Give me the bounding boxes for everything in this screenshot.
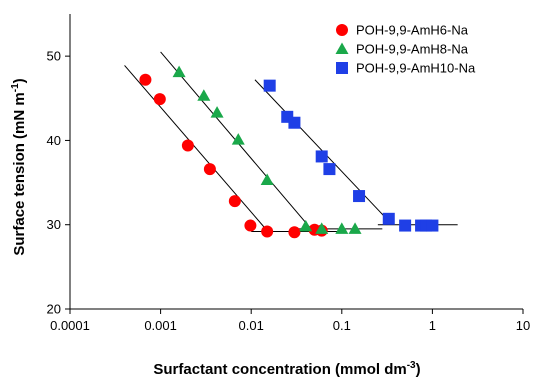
y-tick-label: 20: [47, 302, 61, 317]
data-point-square: [353, 190, 366, 203]
x-tick-label: 0.0001: [50, 318, 90, 333]
data-point-circle: [139, 73, 152, 86]
data-point-triangle: [197, 89, 211, 101]
fit-line: [124, 65, 268, 231]
data-point-square: [263, 79, 276, 92]
x-tick-label: 10: [516, 318, 530, 333]
data-point-square: [426, 219, 439, 232]
data-point-triangle: [335, 222, 349, 234]
y-axis-title: Surface tension (mN m-1): [10, 78, 28, 255]
legend-marker-square: [336, 62, 348, 74]
legend-label: POH-9,9-AmH6-Na: [356, 23, 469, 38]
y-tick-label: 40: [47, 133, 61, 148]
x-tick-label: 0.1: [333, 318, 351, 333]
x-tick-label: 1: [429, 318, 436, 333]
data-point-square: [382, 212, 395, 225]
data-point-triangle: [260, 173, 274, 186]
data-point-circle: [244, 219, 257, 232]
data-point-circle: [228, 195, 241, 208]
x-axis-title: Surfactant concentration (mmol dm-3): [153, 360, 420, 378]
legend-label: POH-9,9-AmH10-Na: [356, 61, 476, 76]
axis-ticks: 0.0001 0.001 0.01 0.1 1 10 20 30 40 50: [47, 49, 531, 333]
data-point-triangle: [299, 219, 313, 232]
data-markers: [139, 65, 439, 239]
data-point-circle: [288, 226, 301, 239]
data-point-square: [288, 116, 301, 129]
x-tick-label: 0.01: [239, 318, 264, 333]
data-point-circle: [203, 163, 216, 176]
legend-marker-circle: [336, 24, 348, 36]
legend: POH-9,9-AmH6-Na POH-9,9-AmH8-Na POH-9,9-Am…: [335, 23, 476, 76]
data-point-circle: [261, 225, 274, 238]
data-point-triangle: [210, 106, 224, 118]
y-tick-label: 30: [47, 217, 61, 232]
legend-marker-triangle: [335, 42, 349, 54]
fit-lines: [124, 51, 458, 232]
data-point-square: [323, 163, 336, 176]
x-tick-label: 0.001: [144, 318, 177, 333]
data-point-triangle: [315, 222, 329, 234]
data-point-triangle: [348, 222, 362, 234]
data-point-circle: [181, 139, 194, 152]
y-tick-label: 50: [47, 49, 61, 64]
data-point-triangle: [231, 133, 245, 145]
data-point-triangle: [172, 65, 186, 78]
data-point-square: [315, 150, 328, 163]
data-point-circle: [153, 93, 166, 106]
plot-area: [69, 14, 523, 310]
data-point-square: [399, 219, 412, 232]
legend-label: POH-9,9-AmH8-Na: [356, 42, 469, 57]
